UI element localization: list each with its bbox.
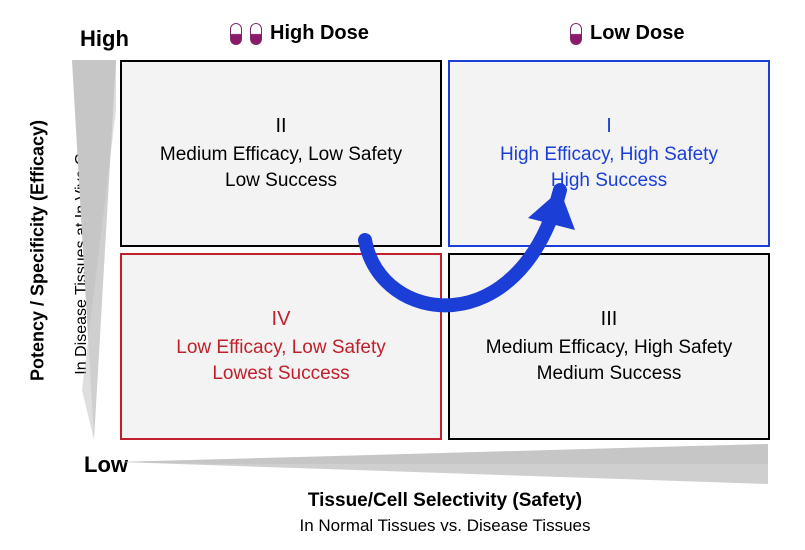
quadrant-line1: Medium Efficacy, Low Safety [160, 142, 402, 168]
x-axis-subtitle: In Normal Tissues vs. Disease Tissues [120, 516, 770, 536]
quadrant-ii: II Medium Efficacy, Low Safety Low Succe… [120, 60, 442, 247]
quadrant-line2: High Success [551, 168, 667, 194]
y-axis-title: Potency / Specificity (Efficacy) [28, 61, 49, 441]
quadrant-line1: Low Efficacy, Low Safety [176, 335, 385, 361]
low-dose-label: Low Dose [570, 22, 684, 45]
quadrant-roman: I [606, 113, 612, 140]
pill-icon [230, 23, 242, 45]
quadrant-line2: Medium Success [537, 361, 682, 387]
high-dose-text: High Dose [270, 22, 369, 45]
high-dose-label: High Dose [230, 22, 369, 45]
quadrant-iv: IV Low Efficacy, Low Safety Lowest Succe… [120, 253, 442, 440]
pill-icon [250, 23, 262, 45]
quadrant-roman: IV [272, 306, 291, 333]
x-axis-title: Tissue/Cell Selectivity (Safety) [120, 490, 770, 512]
x-axis-wedge [118, 444, 768, 484]
y-high-label: High [80, 26, 129, 52]
quadrant-line1: Medium Efficacy, High Safety [486, 335, 732, 361]
y-axis-label-group: Potency / Specificity (Efficacy) In Dise… [8, 60, 68, 450]
y-axis-wedge [72, 60, 116, 440]
quadrant-line1: High Efficacy, High Safety [500, 142, 718, 168]
quadrant-line2: Low Success [225, 168, 337, 194]
quadrant-iii: III Medium Efficacy, High Safety Medium … [448, 253, 770, 440]
quadrant-roman: III [601, 306, 618, 333]
diagram-root: Potency / Specificity (Efficacy) In Dise… [0, 0, 805, 550]
quadrant-line2: Lowest Success [212, 361, 349, 387]
low-dose-text: Low Dose [590, 22, 684, 45]
quadrant-i: I High Efficacy, High Safety High Succes… [448, 60, 770, 247]
quadrant-roman: II [275, 113, 286, 140]
pill-icon [570, 23, 582, 45]
quadrant-grid: II Medium Efficacy, Low Safety Low Succe… [120, 60, 770, 440]
